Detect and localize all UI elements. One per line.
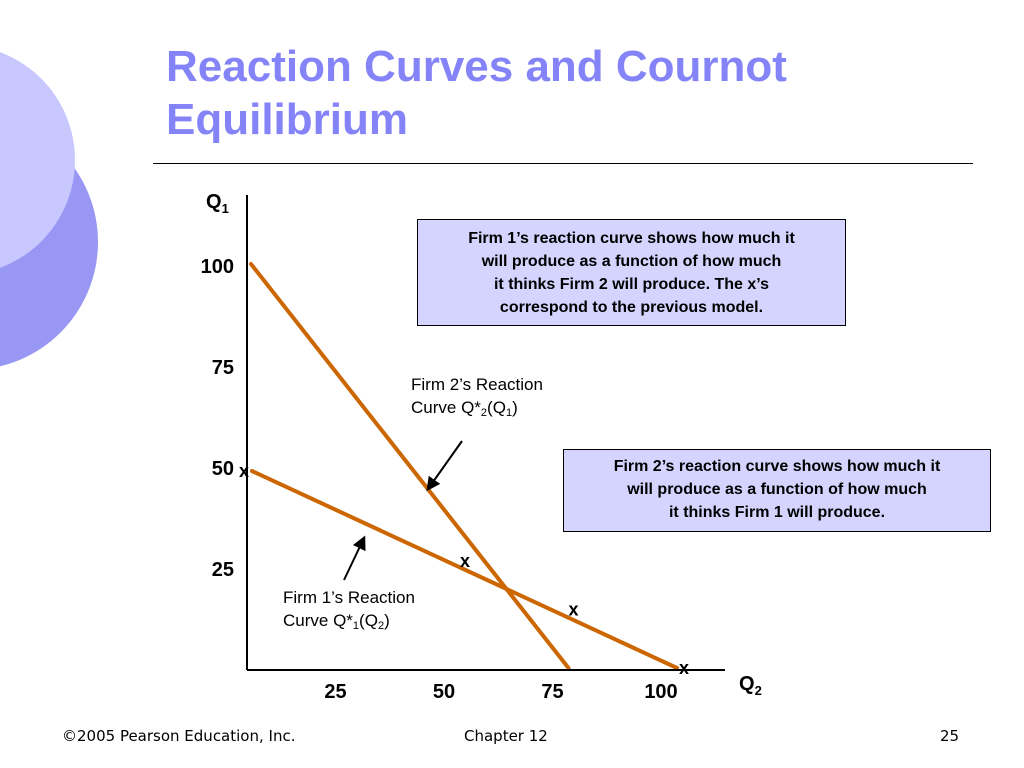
x-tick-label: 75 [541, 681, 563, 703]
firm1-label-arrow [343, 535, 366, 581]
x-marker: x [239, 461, 249, 481]
firm2-label-sub-arg: 1 [505, 407, 513, 419]
y-axis-label: Q1 [206, 191, 229, 216]
firm1-reaction-curve [250, 469, 679, 670]
firm1-label-prefix: Curve Q* [283, 611, 353, 630]
x-tick-label: 25 [324, 681, 346, 703]
firm1-callout: Firm 1’s reaction curve shows how much i… [417, 219, 846, 326]
y-tick-label: 100 [201, 256, 234, 278]
decorative-circles [0, 52, 98, 367]
firm2-label-paren-close: ) [512, 398, 518, 417]
firm2-label-prefix: Curve Q* [411, 398, 481, 417]
y-tick-label: 50 [212, 458, 234, 480]
firm1-label-sub-star: 1 [352, 620, 360, 632]
footer-page-number: 25 [940, 727, 960, 745]
x-markers: x x x x [239, 461, 689, 678]
x-marker: x [460, 551, 470, 571]
footer-chapter: Chapter 12 [464, 727, 548, 745]
annotation-arrows [343, 440, 463, 581]
firm1-label-paren-close: ) [384, 611, 390, 630]
firm1-curve-label: Firm 1’s Reaction Curve Q*1(Q2) [283, 586, 415, 632]
firm2-label-line1: Firm 2’s Reaction [411, 375, 543, 394]
x-marker: x [569, 600, 579, 620]
firm2-callout: Firm 2’s reaction curve shows how much i… [563, 449, 991, 532]
firm2-label-paren-open: (Q [487, 398, 506, 417]
firm1-label-paren-open: (Q [359, 611, 378, 630]
tick-labels: 25 50 75 100 25 50 75 100 [201, 256, 678, 703]
deco-circle-front [0, 52, 75, 268]
axes-layer [246, 195, 725, 671]
axis-labels: Q1 Q2 [206, 191, 762, 698]
firm2-label-sub-star: 2 [480, 407, 488, 419]
x-axis-label: Q2 [739, 673, 762, 698]
title-divider [153, 163, 973, 164]
curves-layer [249, 262, 679, 670]
x-tick-label: 50 [433, 681, 455, 703]
x-tick-label: 100 [644, 681, 677, 703]
firm1-label-sub-arg: 2 [377, 620, 385, 632]
x-marker: x [679, 658, 689, 678]
y-tick-label: 25 [212, 559, 234, 581]
footer-copyright: ©2005 Pearson Education, Inc. [62, 727, 296, 745]
y-tick-label: 75 [212, 357, 234, 379]
firm2-curve-label: Firm 2’s Reaction Curve Q*2(Q1) [411, 373, 543, 419]
firm2-reaction-curve [249, 262, 571, 670]
firm2-label-arrow [426, 440, 463, 492]
firm1-label-line1: Firm 1’s Reaction [283, 588, 415, 607]
slide-title: Reaction Curves and Cournot Equilibrium [166, 42, 787, 144]
